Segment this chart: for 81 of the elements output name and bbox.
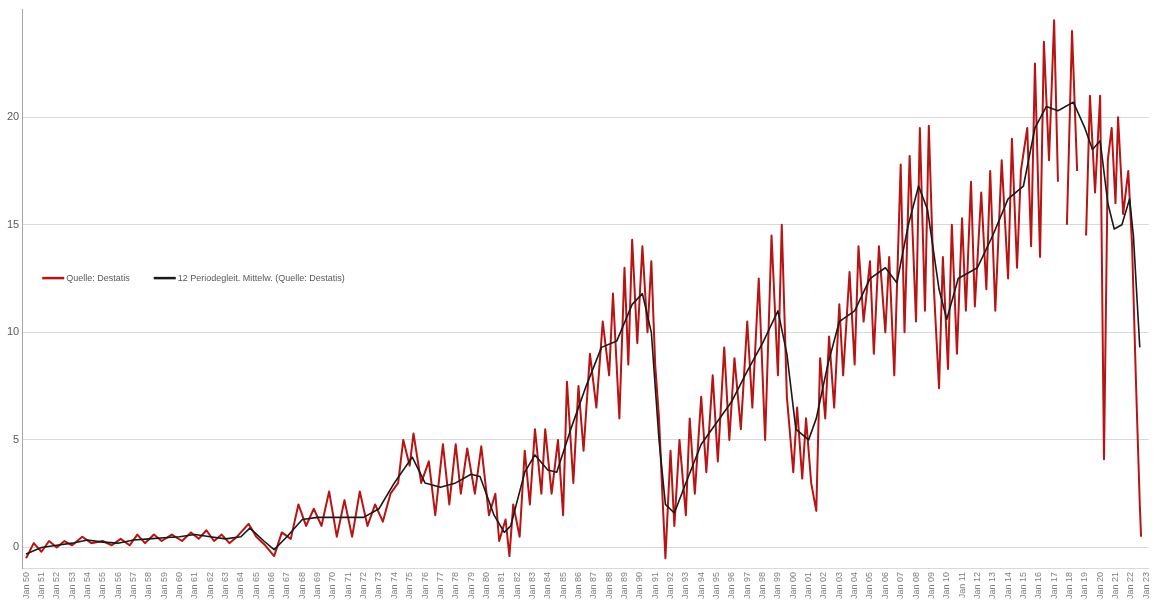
x-tick-label: Jan 62 xyxy=(204,571,215,600)
legend-label: Quelle: Destatis xyxy=(66,272,131,283)
x-tick-label: Jan 09 xyxy=(925,571,936,600)
x-tick-label: Jan 00 xyxy=(787,571,798,600)
x-tick-label: Jan 64 xyxy=(235,571,246,600)
x-tick-label: Jan 23 xyxy=(1140,571,1151,600)
x-tick-label: Jan 69 xyxy=(312,571,323,600)
x-tick-label: Jan 99 xyxy=(772,571,783,600)
x-tick-label: Jan 56 xyxy=(112,571,123,600)
x-tick-label: Jan 79 xyxy=(465,571,476,600)
x-tick-label: Jan 07 xyxy=(895,571,906,600)
x-tick-label: Jan 17 xyxy=(1048,571,1059,600)
x-tick-label: Jan 54 xyxy=(81,571,92,600)
x-tick-label: Jan 21 xyxy=(1109,571,1120,600)
x-tick-label: Jan 59 xyxy=(158,571,169,600)
x-tick-label: Jan 88 xyxy=(603,571,614,600)
x-tick-label: Jan 85 xyxy=(557,571,568,600)
legend-label: 12 Periodegleit. Mittelw. (Quelle: Destatis) xyxy=(177,272,345,283)
x-tick-label: Jan 84 xyxy=(542,571,553,600)
x-tick-label: Jan 80 xyxy=(480,571,491,600)
x-tick-label: Jan 95 xyxy=(711,571,722,600)
x-tick-label: Jan 51 xyxy=(35,571,46,600)
x-tick-label: Jan 08 xyxy=(910,571,921,600)
x-tick-label: Jan 52 xyxy=(51,571,62,600)
x-tick-label: Jan 06 xyxy=(879,571,890,600)
x-tick-label: Jan 83 xyxy=(526,571,537,600)
x-tick-label: Jan 12 xyxy=(971,571,982,600)
x-tick-label: Jan 75 xyxy=(404,571,415,600)
x-tick-label: Jan 14 xyxy=(1002,571,1013,600)
y-tick-label: 5 xyxy=(13,432,20,445)
x-tick-label: Jan 93 xyxy=(680,571,691,600)
x-tick-label: Jan 73 xyxy=(373,571,384,600)
x-tick-label: Jan 05 xyxy=(864,571,875,600)
x-tick-label: Jan 55 xyxy=(97,571,108,600)
x-tick-label: Jan 61 xyxy=(189,571,200,600)
x-tick-label: Jan 50 xyxy=(20,571,31,600)
x-tick-label: Jan 02 xyxy=(818,571,829,600)
x-tick-label: Jan 19 xyxy=(1079,571,1090,600)
x-tick-label: Jan 86 xyxy=(572,571,583,600)
x-tick-label: Jan 87 xyxy=(588,571,599,600)
x-tick-label: Jan 77 xyxy=(434,571,445,600)
y-tick-label: 10 xyxy=(6,325,20,338)
x-tick-label: Jan 04 xyxy=(849,571,860,600)
x-tick-label: Jan 60 xyxy=(174,571,184,600)
x-tick-label: Jan 91 xyxy=(649,571,660,600)
x-tick-label: Jan 74 xyxy=(388,571,399,600)
x-tick-label: Jan 71 xyxy=(342,571,353,600)
x-tick-label: Jan 10 xyxy=(941,571,952,600)
x-tick-label: Jan 01 xyxy=(803,571,814,600)
x-tick-label: Jan 96 xyxy=(726,571,737,600)
y-tick-label: 0 xyxy=(13,540,20,553)
y-tick-label: 20 xyxy=(6,110,20,123)
x-tick-label: Jan 66 xyxy=(266,571,277,600)
x-tick-label: Jan 78 xyxy=(450,571,461,600)
x-tick-label: Jan 03 xyxy=(833,571,844,600)
x-tick-label: Jan 13 xyxy=(987,571,998,600)
x-tick-label: Jan 20 xyxy=(1094,571,1105,600)
x-tick-label: Jan 92 xyxy=(665,571,676,600)
x-tick-label: Jan 89 xyxy=(618,571,629,600)
x-tick-label: Jan 18 xyxy=(1063,571,1074,600)
x-tick-label: Jan 72 xyxy=(358,571,369,600)
x-tick-label: Jan 67 xyxy=(281,571,292,600)
y-tick-label: 15 xyxy=(6,217,20,230)
x-tick-label: Jan 53 xyxy=(66,571,77,600)
x-tick-label: Jan 65 xyxy=(250,571,261,600)
x-tick-label: Jan 16 xyxy=(1033,571,1044,600)
x-tick-label: Jan 70 xyxy=(327,571,338,600)
x-tick-label: Jan 11 xyxy=(956,571,967,599)
x-tick-label: Jan 90 xyxy=(634,571,645,600)
x-tick-label: Jan 81 xyxy=(496,571,507,600)
x-tick-label: Jan 63 xyxy=(220,571,231,600)
x-tick-label: Jan 68 xyxy=(296,571,307,600)
x-tick-label: Jan 58 xyxy=(143,571,154,600)
x-tick-label: Jan 98 xyxy=(757,571,768,600)
x-tick-label: Jan 94 xyxy=(695,571,706,600)
x-tick-label: Jan 57 xyxy=(127,571,138,600)
x-tick-label: Jan 82 xyxy=(511,571,522,600)
x-tick-label: Jan 15 xyxy=(1017,571,1028,600)
x-tick-label: Jan 22 xyxy=(1125,571,1136,600)
x-tick-label: Jan 97 xyxy=(741,571,752,600)
x-tick-label: Jan 76 xyxy=(419,571,430,600)
